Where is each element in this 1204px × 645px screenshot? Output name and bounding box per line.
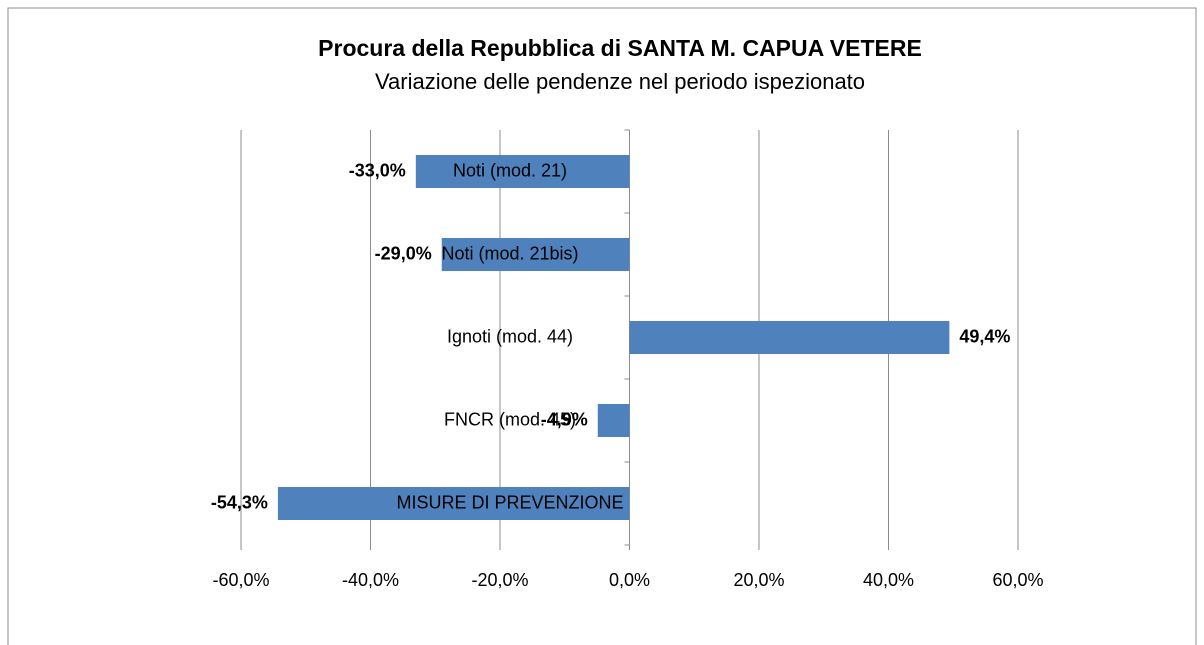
- category-label: Noti (mod. 21): [453, 160, 567, 180]
- bar: [441, 238, 630, 271]
- category-label: Noti (mod. 21bis): [441, 243, 578, 263]
- x-tick-label: 40,0%: [863, 570, 914, 590]
- value-label: 49,4%: [959, 326, 1010, 346]
- x-tick-label: 60,0%: [992, 570, 1043, 590]
- chart-title: Procura della Repubblica di SANTA M. CAP…: [318, 35, 922, 61]
- x-tick-label: -60,0%: [212, 570, 269, 590]
- value-label: -4,9%: [541, 409, 588, 429]
- category-label: Ignoti (mod. 44): [447, 326, 573, 346]
- chart-border: [7, 7, 1197, 645]
- category-label: MISURE DI PREVENZIONE: [396, 492, 623, 512]
- x-tick-label: -40,0%: [342, 570, 399, 590]
- bar: [629, 321, 950, 354]
- x-tick-label: 20,0%: [733, 570, 784, 590]
- chart-subtitle: Variazione delle pendenze nel periodo is…: [375, 69, 865, 94]
- bar: [277, 487, 630, 520]
- category-label: FNCR (mod. 45): [444, 409, 576, 429]
- value-label: -29,0%: [375, 243, 432, 263]
- x-tick-label: -20,0%: [471, 570, 528, 590]
- bar: [415, 155, 630, 188]
- value-label: -33,0%: [349, 160, 406, 180]
- bar: [597, 404, 630, 437]
- value-label: -54,3%: [211, 492, 268, 512]
- x-tick-label: 0,0%: [609, 570, 650, 590]
